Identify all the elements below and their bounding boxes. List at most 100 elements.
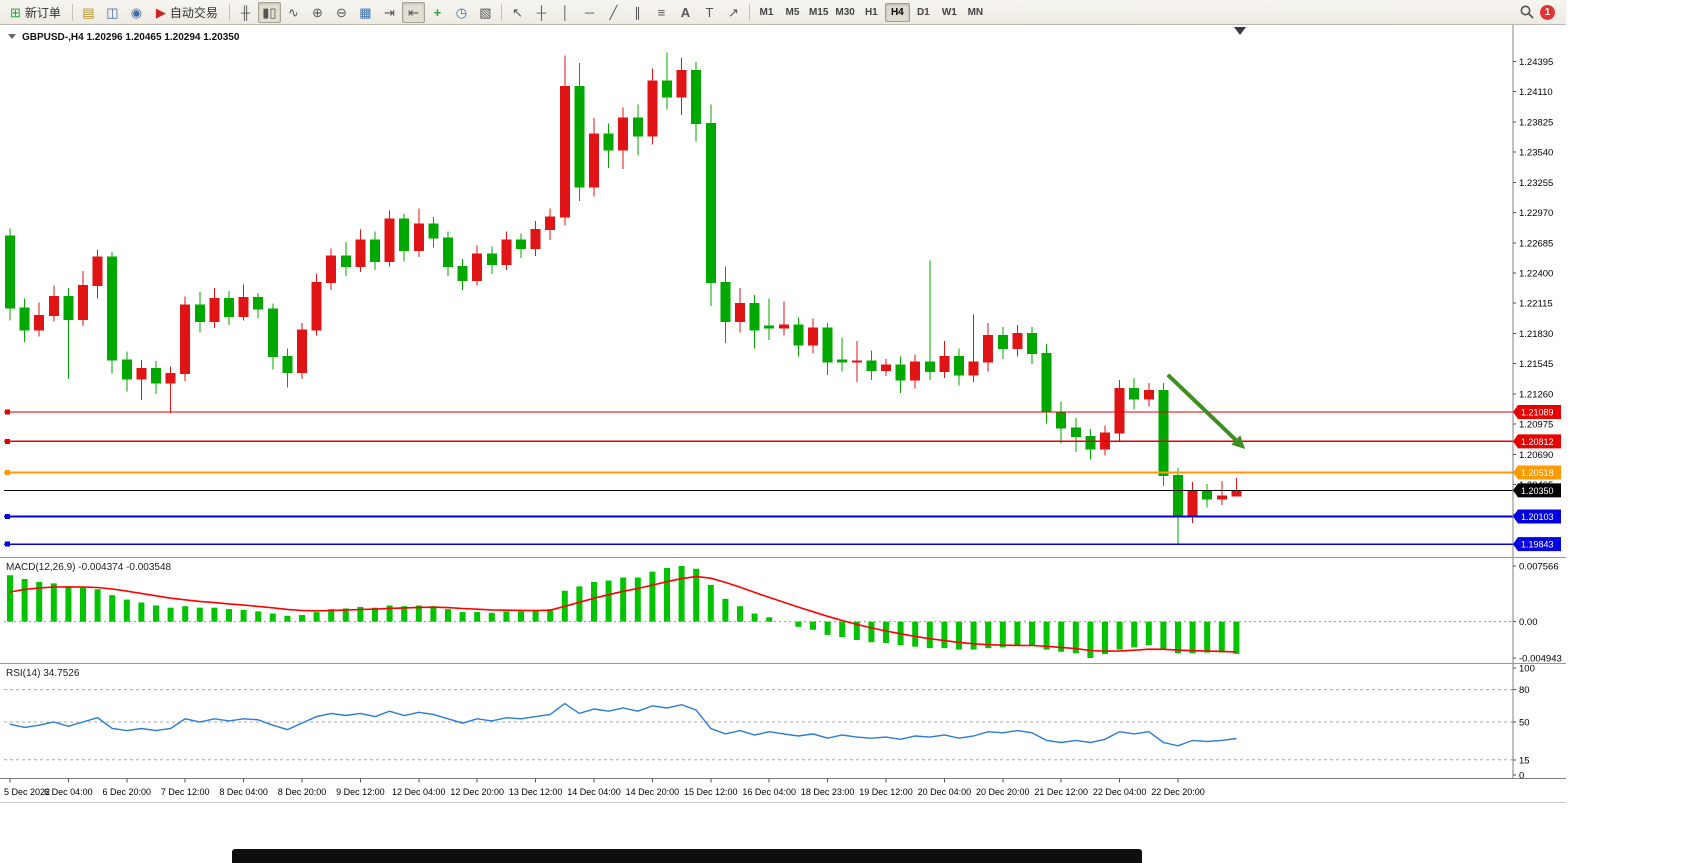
tile-windows-button[interactable]: ▦ [354,2,377,23]
svg-text:1.20350: 1.20350 [1521,486,1554,496]
svg-text:1.22115: 1.22115 [1519,299,1553,310]
autotrade-icon: ▶ [155,4,166,20]
navigator-button[interactable]: ◉ [125,2,148,23]
text-icon: A [680,4,691,20]
timeframe-m30[interactable]: M30 [832,3,857,22]
horizontal-line-button[interactable]: ─ [578,2,601,23]
timeframe-h4[interactable]: H4 [884,2,910,22]
svg-text:1.20812: 1.20812 [1521,437,1554,447]
fibonacci-button[interactable]: ≡ [650,2,673,23]
h-line-handle-1.21089[interactable] [5,409,10,415]
cursor-icon: ↖ [511,4,523,20]
h-line-handle-1.20103[interactable] [5,514,10,520]
chart-shift-icon: ⇤ [407,4,419,20]
timeframe-d1[interactable]: D1 [911,3,936,22]
svg-text:1.21545: 1.21545 [1519,359,1553,370]
price-tag-1.20518: 1.20518 [1513,465,1561,480]
toolbar-separator [500,3,502,21]
cursor-button[interactable]: ↖ [506,2,529,23]
periods-button[interactable]: ◷ [450,2,473,23]
mt4-window: ⊞ 新订单 ▤ ◫ ◉ ▶ 自动交易 ╫ ▮▯ ∿ ⊕ ⊖ ▦ ⇥ ⇤ + ◷ … [0,0,1566,803]
svg-text:15: 15 [1519,755,1530,766]
svg-text:GBPUSD-,H4 1.20296 1.20465 1.: GBPUSD-,H4 1.20296 1.20465 1.20294 1.203… [22,32,240,43]
text-label-icon: T [705,4,714,20]
price-tag-1.20350: 1.20350 [1513,483,1561,498]
channel-button[interactable]: ∥ [626,2,649,23]
bar-chart-icon: ╫ [240,4,251,20]
fibonacci-icon: ≡ [657,4,666,20]
chart-shift-marker[interactable] [1234,27,1246,35]
svg-text:8 Dec 04:00: 8 Dec 04:00 [219,787,268,797]
svg-text:7 Dec 12:00: 7 Dec 12:00 [161,787,210,797]
navigator-icon: ◉ [130,4,143,20]
notification-badge[interactable]: 1 [1540,4,1555,20]
svg-text:1.23255: 1.23255 [1519,178,1553,189]
chart-background [0,25,1566,803]
indicators-icon: + [433,4,442,20]
svg-text:0.00: 0.00 [1519,617,1538,628]
svg-text:14 Dec 04:00: 14 Dec 04:00 [567,787,621,797]
h-line-handle-1.19843[interactable] [5,541,10,547]
pane-frame [0,25,1566,803]
search-icon[interactable] [1519,4,1535,20]
timeframe-m5[interactable]: M5 [780,3,805,22]
vertical-line-button[interactable]: │ [554,2,577,23]
svg-text:1.20690: 1.20690 [1519,450,1553,461]
timeframe-mn[interactable]: MN [963,3,988,22]
horizontal-line-icon: ─ [584,4,595,20]
svg-text:18 Dec 23:00: 18 Dec 23:00 [801,787,855,797]
svg-text:1.23540: 1.23540 [1519,148,1553,159]
price-tag-1.19843: 1.19843 [1513,537,1561,552]
data-window-button[interactable]: ◫ [101,2,124,23]
trendline-button[interactable]: ╱ [602,2,625,23]
text-label-button[interactable]: T [698,2,721,23]
market-watch-button[interactable]: ▤ [77,2,100,23]
timeframe-w1[interactable]: W1 [937,3,962,22]
text-button[interactable]: A [674,2,697,23]
new-order-button[interactable]: ⊞ 新订单 [3,2,68,23]
toolbar-separator [228,3,230,21]
candle-chart-icon: ▮▯ [262,4,277,20]
chart-shift-button[interactable]: ⇤ [401,1,425,23]
timeframe-h1[interactable]: H1 [859,3,884,22]
zoom-out-button[interactable]: ⊖ [330,2,353,23]
svg-text:1.22400: 1.22400 [1519,268,1553,279]
price-tag-1.21089: 1.21089 [1513,404,1561,419]
horizontal-lines-layer [4,409,1513,547]
rsi-line [9,702,1237,747]
crosshair-button[interactable]: ┼ [530,2,553,23]
h-line-handle-1.20812[interactable] [5,438,10,444]
new-order-label: 新订单 [24,5,61,20]
trend-arrow[interactable] [1166,373,1246,449]
svg-text:22 Dec 20:00: 22 Dec 20:00 [1151,787,1205,797]
svg-text:20 Dec 04:00: 20 Dec 04:00 [918,787,972,797]
auto-scroll-button[interactable]: ⇥ [378,2,401,23]
macd-label: MACD(12,26,9) -0.004374 -0.003548 [6,562,172,573]
timeframe-m15[interactable]: M15 [806,3,831,22]
svg-text:1.19843: 1.19843 [1521,540,1554,550]
svg-text:1.20975: 1.20975 [1519,420,1553,431]
indicators-button[interactable]: + [426,2,449,23]
line-chart-icon: ∿ [287,4,299,20]
arrows-tool-button[interactable]: ↗ [722,2,745,23]
taskbar-strip[interactable] [232,849,1142,863]
candle-chart-button[interactable]: ▮▯ [257,1,281,23]
svg-text:6 Dec 20:00: 6 Dec 20:00 [103,787,152,797]
timeframe-m1[interactable]: M1 [754,3,779,22]
svg-text:0.007566: 0.007566 [1519,562,1559,573]
channel-icon: ∥ [634,4,641,20]
line-chart-button[interactable]: ∿ [282,2,305,23]
chart-canvas[interactable]: 1.24395 1.24110 1.23825 1.23540 1.23255 1.229… [0,25,1566,803]
autotrade-button[interactable]: ▶ 自动交易 [149,2,225,23]
bar-chart-button[interactable]: ╫ [234,2,257,23]
ohlc-collapse-icon[interactable] [8,34,16,39]
svg-text:1.21260: 1.21260 [1519,389,1553,400]
zoom-in-button[interactable]: ⊕ [306,2,329,23]
h-line-handle-1.20518[interactable] [5,470,10,476]
candles-layer [5,52,1242,545]
main-toolbar: ⊞ 新订单 ▤ ◫ ◉ ▶ 自动交易 ╫ ▮▯ ∿ ⊕ ⊖ ▦ ⇥ ⇤ + ◷ … [0,0,1566,25]
svg-text:20 Dec 20:00: 20 Dec 20:00 [976,787,1030,797]
templates-button[interactable]: ▧ [474,2,497,23]
svg-text:12 Dec 20:00: 12 Dec 20:00 [450,787,504,797]
